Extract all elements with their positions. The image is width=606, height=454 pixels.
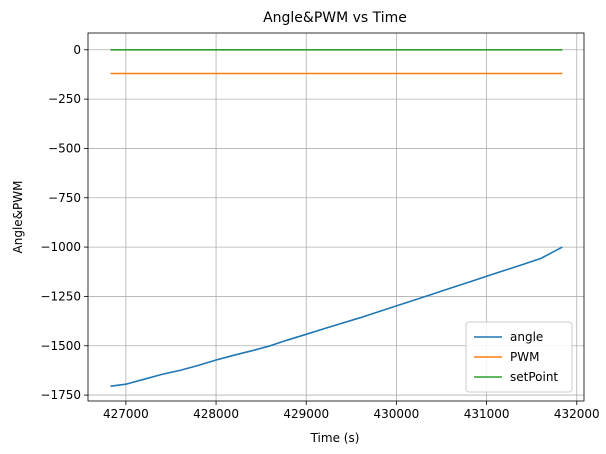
legend-label-angle: angle	[510, 330, 543, 344]
grid-lines	[88, 33, 584, 401]
chart-title: Angle&PWM vs Time	[263, 10, 407, 26]
x-tick-label: 432000	[554, 407, 600, 421]
series-lines	[110, 48, 563, 387]
legend-label-setpoint: setPoint	[510, 370, 558, 384]
x-tick-label: 427000	[103, 407, 149, 421]
y-tick-label: −1750	[40, 388, 81, 402]
series-line-angle	[110, 246, 563, 387]
x-tick-label: 431000	[464, 407, 510, 421]
y-tick-label: −250	[48, 92, 81, 106]
legend-box	[465, 321, 573, 393]
y-tick-label: −1500	[40, 339, 81, 353]
y-tick-label: −750	[48, 191, 81, 205]
x-tick-label: 429000	[283, 407, 329, 421]
y-axis-label: Angle&PWM	[11, 181, 25, 254]
axis-ticks: 427000 428000 429000 430000 431000 432000 0 −25…	[40, 43, 599, 421]
y-tick-label: −1250	[40, 289, 81, 303]
legend: angle PWM setPoint	[465, 321, 573, 393]
plot-frame	[87, 32, 585, 402]
x-tick-label: 428000	[193, 407, 239, 421]
y-tick-label: 0	[73, 43, 81, 57]
legend-label-pwm: PWM	[510, 350, 539, 364]
x-axis-label: Time (s)	[310, 431, 360, 445]
y-tick-label: −1000	[40, 240, 81, 254]
x-tick-label: 430000	[374, 407, 420, 421]
y-tick-label: −500	[48, 141, 81, 155]
